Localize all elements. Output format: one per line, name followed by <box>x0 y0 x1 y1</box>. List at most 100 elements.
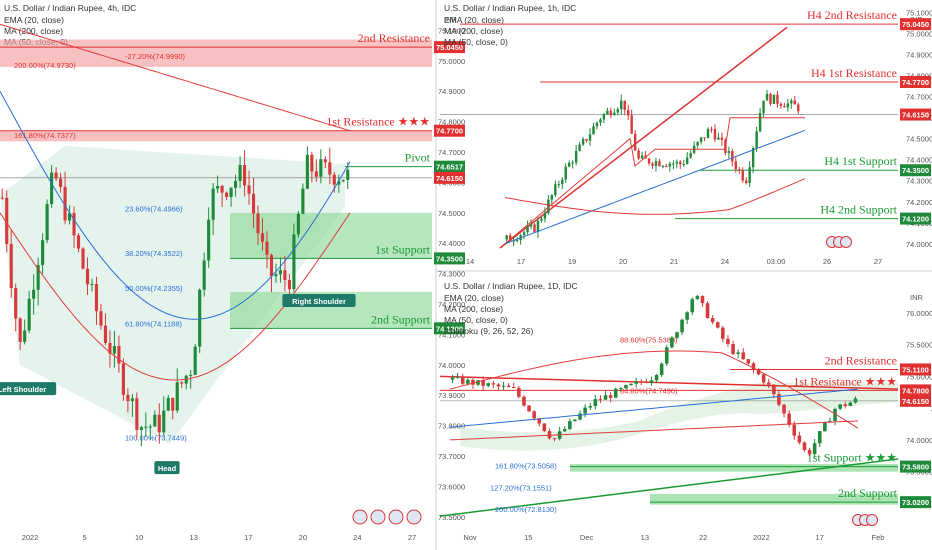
candle <box>27 290 31 334</box>
price-tag: 74.1200 <box>436 324 463 333</box>
candle <box>571 160 574 169</box>
fib-label: 23.60%(74.4966) <box>125 205 183 214</box>
candle-body <box>797 104 800 112</box>
candle-body <box>748 167 751 184</box>
chart-title: U.S. Dollar / Indian Rupee, 1D, IDC <box>444 281 578 291</box>
candle <box>647 157 651 166</box>
candle <box>592 122 595 135</box>
candle-body <box>738 169 741 171</box>
candle-body <box>112 345 116 354</box>
candle <box>782 403 786 418</box>
candle-body <box>713 129 717 140</box>
candle-body <box>157 414 161 433</box>
candle-body <box>787 413 791 425</box>
candle <box>135 392 139 440</box>
candle <box>696 141 699 149</box>
candle-body <box>211 188 215 220</box>
candle <box>588 128 592 146</box>
candle-body <box>828 420 832 423</box>
level-band <box>0 39 432 67</box>
candle <box>659 362 664 377</box>
candle <box>496 383 501 391</box>
candle-body <box>54 172 58 179</box>
candle-body <box>515 240 519 242</box>
level-label: 2nd Support <box>838 486 898 500</box>
candle-body <box>731 344 735 354</box>
candle <box>45 199 49 243</box>
candle-body <box>117 345 121 364</box>
candle <box>640 151 644 160</box>
candle-body <box>314 171 318 177</box>
candle <box>581 136 585 147</box>
y-tick-label: 73.8000 <box>438 422 465 431</box>
price-tag: 74.1200 <box>902 215 929 224</box>
candle <box>242 150 247 197</box>
candle <box>626 104 630 121</box>
candle-body <box>41 240 45 265</box>
candle-body <box>776 94 779 104</box>
candle <box>689 150 692 159</box>
x-tick-label: 20 <box>299 533 307 542</box>
candle <box>833 407 837 426</box>
candle-body <box>14 288 18 319</box>
candle <box>792 421 797 440</box>
candle <box>153 410 157 427</box>
candle-body <box>595 122 599 127</box>
candle <box>633 129 637 151</box>
candle-body <box>644 382 649 384</box>
ma50-line <box>504 129 806 245</box>
candle <box>755 126 758 153</box>
candle-body <box>672 163 675 165</box>
fib-label: 38.20%(74.3522) <box>125 249 183 258</box>
candle-body <box>305 154 309 189</box>
candle <box>337 174 341 194</box>
candle <box>695 294 700 300</box>
candle-body <box>765 93 769 101</box>
y-tick-label: 74.9000 <box>438 87 465 96</box>
candle-body <box>797 435 802 443</box>
candle <box>238 156 242 188</box>
candle-body <box>786 103 790 108</box>
indicator-label: EMA (20, close) <box>4 15 64 25</box>
candle-body <box>637 150 640 159</box>
candle <box>301 183 305 215</box>
candle <box>9 229 13 298</box>
candle-body <box>649 380 654 383</box>
candle <box>603 390 608 400</box>
candle-body <box>782 404 786 414</box>
candle-body <box>198 289 202 347</box>
candle <box>721 325 725 343</box>
candle <box>679 160 682 170</box>
event-flag-icon <box>866 514 878 526</box>
y-tick-label: 75.5000 <box>906 341 932 350</box>
candle <box>616 107 620 116</box>
price-tag: 74.3500 <box>902 166 929 175</box>
x-tick-label: 19 <box>568 257 576 266</box>
candle-body <box>755 131 758 149</box>
level-label: Pivot <box>405 151 431 165</box>
price-tag-bg <box>900 164 931 177</box>
level-label: H4 1st Support <box>824 154 897 168</box>
candle-body <box>741 352 746 360</box>
candle-body <box>670 337 674 348</box>
candle <box>274 263 278 283</box>
candle <box>346 162 350 190</box>
candle-body <box>130 398 134 402</box>
candle-body <box>455 376 460 378</box>
candle <box>848 401 853 407</box>
panel-p1d: 76.000075.500075.000074.500074.000073.50… <box>439 281 932 542</box>
candle <box>769 92 772 106</box>
candle <box>193 343 197 375</box>
candle-body <box>661 165 665 167</box>
candle <box>680 318 684 335</box>
candle-body <box>640 155 644 159</box>
candle <box>717 132 720 141</box>
candle <box>741 167 744 183</box>
candle <box>609 107 613 119</box>
candle-body <box>45 204 49 241</box>
candle-body <box>543 212 547 219</box>
candle-body <box>148 426 152 428</box>
candle <box>568 418 572 431</box>
candle <box>843 401 848 409</box>
candle-body <box>599 119 602 123</box>
